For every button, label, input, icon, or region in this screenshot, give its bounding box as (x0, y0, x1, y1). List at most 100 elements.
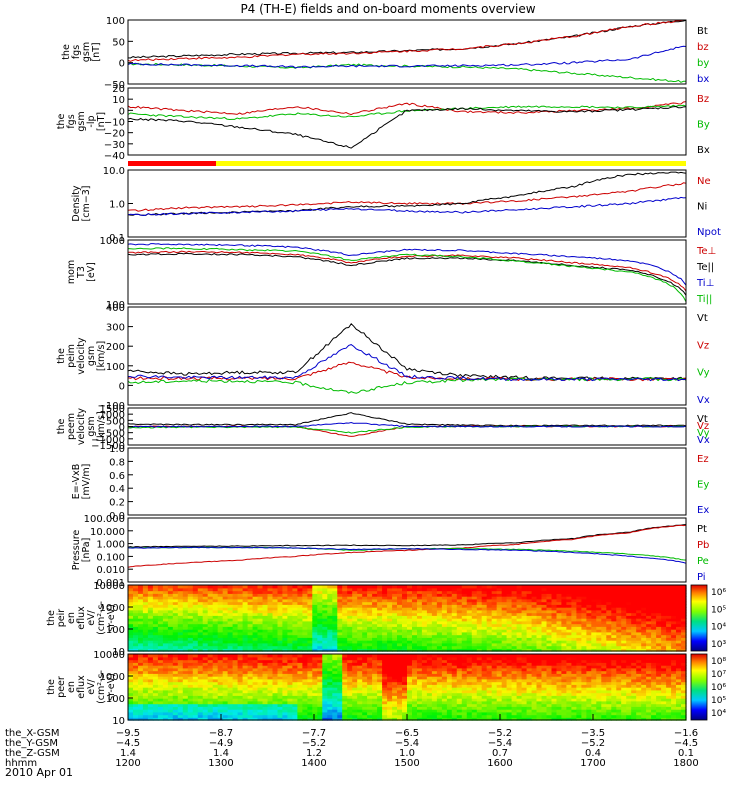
heatmap-cell (531, 618, 538, 622)
heatmap-cell (412, 615, 418, 619)
heatmap-cell (541, 601, 548, 605)
heatmap-cell (417, 689, 423, 694)
heatmap-cell (441, 598, 448, 603)
heatmap-cell (128, 695, 134, 699)
heatmap-cell (611, 648, 617, 652)
heatmap-cell (611, 631, 617, 636)
heatmap-cell (451, 662, 458, 666)
heatmap-cell (651, 601, 657, 605)
heatmap-cell (526, 676, 533, 680)
heatmap-cell (172, 637, 179, 641)
heatmap-cell (138, 656, 144, 661)
heatmap-cell (152, 629, 159, 633)
heatmap-cell (496, 615, 503, 619)
heatmap-cell (327, 662, 333, 666)
heatmap-cell (287, 631, 293, 636)
heatmap-cell (606, 642, 612, 647)
heatmap-cell (232, 676, 239, 680)
heatmap-cell (436, 662, 443, 666)
heatmap-cell (466, 631, 473, 636)
heatmap-cell (506, 709, 513, 713)
heatmap-cell (202, 665, 209, 669)
heatmap-cell (666, 585, 672, 589)
heatmap-cell (277, 607, 284, 611)
heatmap-cell (387, 665, 393, 669)
heatmap-cell (631, 609, 637, 614)
heatmap-cell (162, 637, 169, 641)
panel-frame (127, 19, 687, 85)
heatmap-cell (337, 711, 343, 716)
heatmap-cell (541, 593, 548, 597)
heatmap-cell (307, 620, 313, 625)
heatmap-cell (302, 676, 308, 680)
heatmap-cell (431, 607, 438, 611)
heatmap-cell (382, 609, 388, 614)
heatmap-cell (501, 645, 508, 649)
heatmap-cell (556, 640, 563, 644)
heatmap-cell (646, 631, 652, 636)
heatmap-cell (387, 593, 393, 597)
heatmap-cell (426, 648, 433, 652)
heatmap-cell (466, 645, 473, 649)
heatmap-cell (426, 601, 433, 605)
heatmap-cell (292, 706, 298, 710)
heatmap-cell (541, 598, 548, 603)
heatmap-cell (207, 695, 214, 699)
heatmap-cell (521, 678, 528, 683)
heatmap-cell (536, 692, 543, 696)
heatmap-cell (342, 620, 348, 625)
heatmap-cell (327, 692, 333, 696)
heatmap-cell (252, 717, 259, 721)
heatmap-cell (382, 709, 388, 713)
heatmap-cell (322, 709, 328, 713)
heatmap-cell (167, 706, 174, 710)
heatmap-cell (531, 620, 538, 625)
heatmap-cell (506, 623, 513, 627)
heatmap-cell (526, 620, 533, 625)
heatmap-cell (357, 654, 363, 658)
heatmap-cell (491, 673, 498, 677)
heatmap-cell (656, 612, 662, 616)
heatmap-cell (461, 642, 468, 647)
heatmap-cell (257, 585, 264, 589)
heatmap-cell (481, 678, 488, 683)
heatmap-cell (556, 607, 563, 611)
heatmap-cell (666, 637, 672, 641)
heatmap-cell (182, 642, 189, 647)
heatmap-cell (162, 665, 169, 669)
heatmap-cell (372, 585, 378, 589)
heatmap-cell (387, 692, 393, 696)
heatmap-cell (147, 618, 154, 622)
heatmap-cell (441, 645, 448, 649)
heatmap-cell (511, 700, 518, 705)
heatmap-cell (222, 631, 229, 636)
heatmap-cell (516, 714, 523, 718)
heatmap-cell (551, 634, 558, 638)
heatmap-cell (382, 645, 388, 649)
heatmap-cell (237, 626, 244, 630)
heatmap-cell (461, 662, 468, 666)
heatmap-cell (536, 612, 543, 616)
heatmap-cell (382, 717, 388, 721)
heatmap-cell (347, 678, 353, 683)
heatmap-cell (402, 692, 408, 696)
heatmap-cell (516, 662, 523, 666)
heatmap-cell (671, 620, 677, 625)
heatmap-cell (681, 604, 687, 608)
heatmap-cell (192, 709, 199, 713)
heatmap-cell (451, 629, 458, 633)
heatmap-cell (431, 645, 438, 649)
heatmap-cell (362, 598, 368, 603)
heatmap-cell (377, 667, 383, 672)
heatmap-cell (272, 667, 279, 672)
heatmap-cell (332, 585, 338, 589)
heatmap-cell (471, 585, 478, 589)
heatmap-cell (128, 662, 134, 666)
heatmap-cell (446, 590, 453, 594)
heatmap-cell (327, 689, 333, 694)
heatmap-cell (372, 587, 378, 592)
heatmap-cell (347, 612, 353, 616)
heatmap-cell (546, 706, 553, 710)
heatmap-cell (222, 670, 229, 674)
heatmap-cell (421, 648, 428, 652)
